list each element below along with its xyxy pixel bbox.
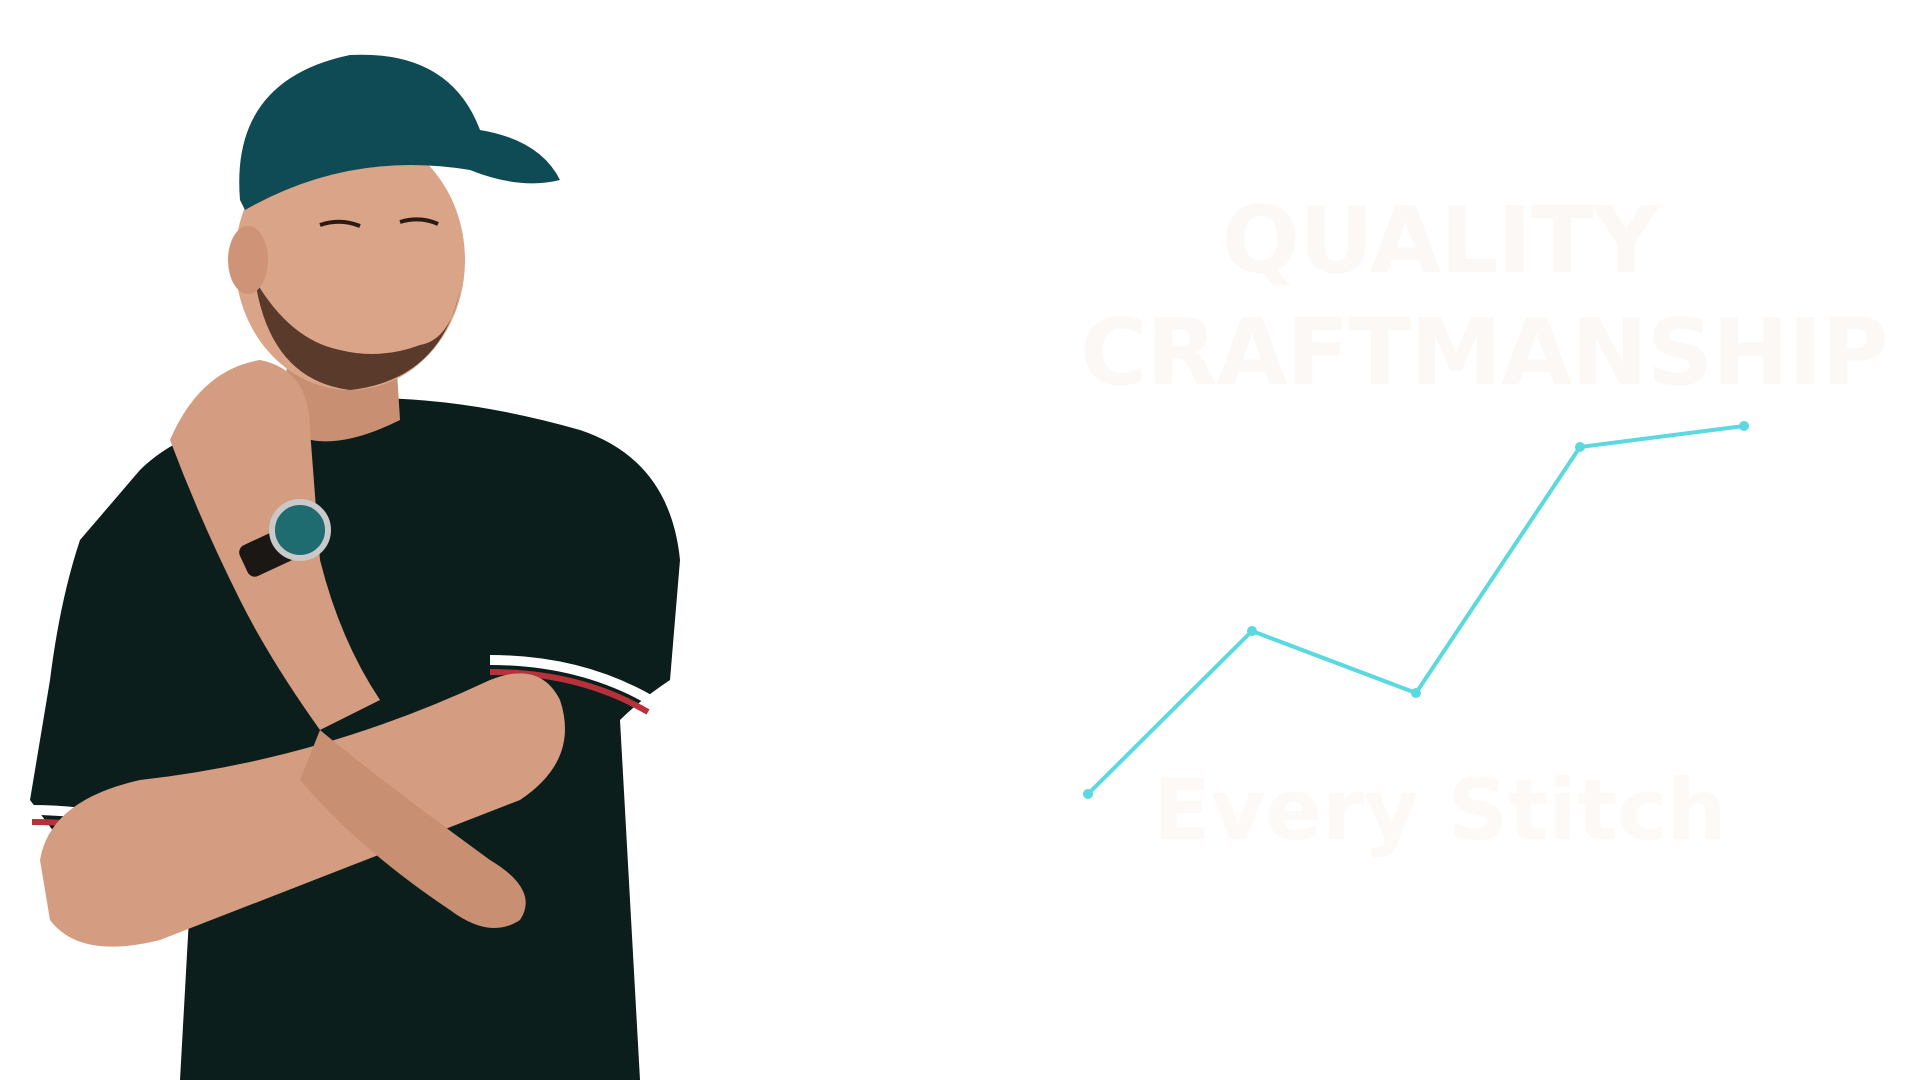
model-figure bbox=[29, 54, 680, 1080]
trend-point bbox=[1411, 688, 1421, 698]
trend-point bbox=[1083, 789, 1093, 799]
headline-line-2: CRAFTMANSHIP bbox=[1080, 299, 1889, 406]
trend-point bbox=[1575, 442, 1585, 452]
cap bbox=[239, 54, 560, 210]
trend-line bbox=[1086, 424, 1745, 796]
trend-point bbox=[1739, 421, 1749, 431]
trend-point bbox=[1247, 626, 1257, 636]
beard bbox=[255, 280, 460, 390]
tagline: Every Stitch bbox=[1153, 761, 1727, 859]
watch-face bbox=[269, 499, 331, 561]
crossed-forearm bbox=[40, 673, 565, 947]
right-sleeve-stripe bbox=[489, 655, 653, 705]
headline: QUALITY CRAFTMANSHIP bbox=[1080, 185, 1889, 409]
model-image bbox=[20, 40, 700, 1080]
headline-line-1: QUALITY bbox=[1221, 187, 1660, 294]
head bbox=[235, 130, 465, 390]
